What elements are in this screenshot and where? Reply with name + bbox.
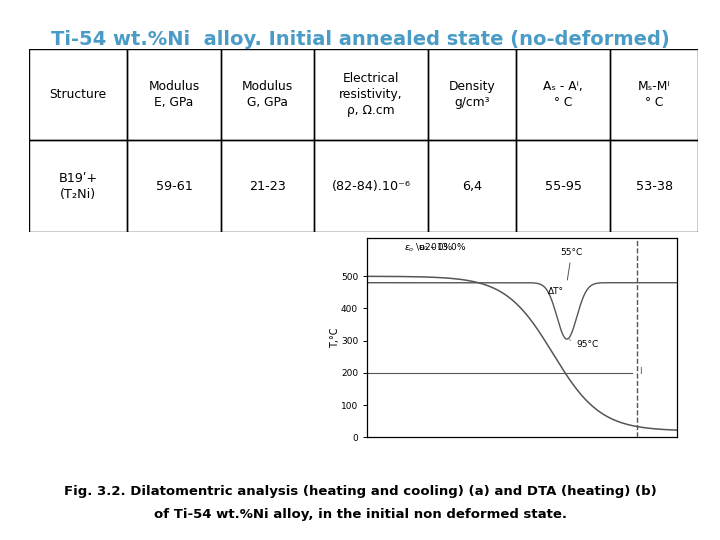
Text: Modulus
G, GPa: Modulus G, GPa <box>242 80 293 109</box>
Bar <box>516 49 610 140</box>
Bar <box>315 49 428 140</box>
Y-axis label: T,°C: T,°C <box>330 327 340 348</box>
Text: 55-95: 55-95 <box>544 180 582 193</box>
Text: Structure: Structure <box>50 88 107 101</box>
Bar <box>221 140 315 232</box>
Bar <box>610 49 698 140</box>
Bar <box>29 49 127 140</box>
Text: Electrical
resistivity,
ρ, Ω.cm: Electrical resistivity, ρ, Ω.cm <box>339 72 402 117</box>
Text: Aₛ - Aⁱ,
° C: Aₛ - Aⁱ, ° C <box>543 80 583 109</box>
Text: Modulus
E, GPa: Modulus E, GPa <box>148 80 199 109</box>
Bar <box>428 49 516 140</box>
Text: 6,4: 6,4 <box>462 180 482 193</box>
Text: ΔT°: ΔT° <box>549 287 564 296</box>
Text: 55°C: 55°C <box>560 248 582 280</box>
Text: B19ʹ+
(T₂Ni): B19ʹ+ (T₂Ni) <box>58 172 98 201</box>
Bar <box>315 140 428 232</box>
Bar <box>127 140 221 232</box>
Bar <box>516 140 610 232</box>
Text: ε₀ – 0%: ε₀ – 0% <box>419 244 452 253</box>
Text: l: l <box>639 367 642 376</box>
Text: of Ti-54 wt.%Ni alloy, in the initial non deformed state.: of Ti-54 wt.%Ni alloy, in the initial no… <box>153 508 567 521</box>
Text: 95°C: 95°C <box>570 340 598 349</box>
Bar <box>221 49 315 140</box>
Text: $\varepsilon_o$ \u2013 0%: $\varepsilon_o$ \u2013 0% <box>404 241 467 254</box>
Text: 53-38: 53-38 <box>636 180 672 193</box>
Text: 59-61: 59-61 <box>156 180 192 193</box>
Text: Mₛ-Mⁱ
° C: Mₛ-Mⁱ ° C <box>638 80 670 109</box>
Bar <box>610 140 698 232</box>
Text: Ti-54 wt.%Ni  alloy. Initial annealed state (no-deformed): Ti-54 wt.%Ni alloy. Initial annealed sta… <box>50 30 670 49</box>
Text: Fig. 3.2. Dilatomentric analysis (heating and cooling) (a) and DTA (heating) (b): Fig. 3.2. Dilatomentric analysis (heatin… <box>63 485 657 498</box>
Text: Density
g/cm³: Density g/cm³ <box>449 80 495 109</box>
Text: 21-23: 21-23 <box>249 180 286 193</box>
Text: (82-84).10⁻⁶: (82-84).10⁻⁶ <box>331 180 410 193</box>
Bar <box>428 140 516 232</box>
Bar <box>29 140 127 232</box>
Bar <box>127 49 221 140</box>
